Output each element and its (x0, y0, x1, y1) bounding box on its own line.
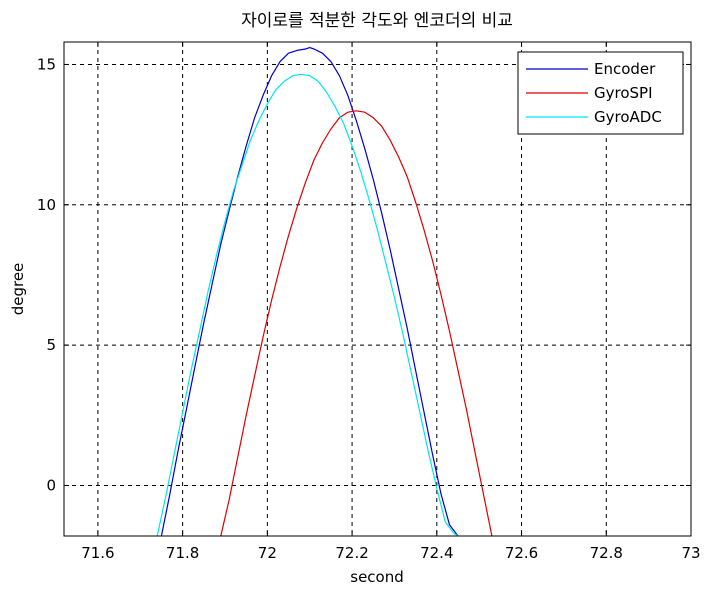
legend-entry: GyroADC (594, 108, 662, 126)
x-tick-label: 72.4 (420, 544, 453, 562)
chart-title: 자이로를 적분한 각도와 엔코더의 비교 (241, 11, 513, 31)
series-line-encoder (160, 46, 459, 536)
x-tick-label: 72 (258, 544, 277, 562)
x-axis-label: second (350, 568, 404, 586)
x-tick-label: 71.6 (81, 544, 114, 562)
y-axis-label: degree (9, 263, 27, 316)
legend-entry: GyroSPI (594, 84, 653, 102)
legend: Encoder GyroSPI GyroADC (517, 51, 684, 135)
y-tick-label: 0 (46, 476, 56, 494)
x-tick-label: 72.6 (505, 544, 538, 562)
y-tick-label: 10 (37, 196, 56, 214)
x-tick-label: 73 (681, 544, 700, 562)
series-line-gyroadc (156, 73, 459, 536)
x-tick-label: 72.2 (335, 544, 368, 562)
ticks: 71.6 71.8 72 72.2 72.4 72.6 72.8 73 0 5 10 15 (37, 42, 701, 562)
x-tick-label: 71.8 (166, 544, 199, 562)
y-tick-label: 5 (46, 336, 56, 354)
series-line-gyrospi (220, 110, 493, 536)
x-tick-label: 72.8 (590, 544, 623, 562)
series-layer (156, 46, 493, 536)
plot-frame (63, 41, 692, 537)
y-tick-label: 15 (37, 55, 56, 73)
legend-entry: Encoder (594, 60, 656, 78)
